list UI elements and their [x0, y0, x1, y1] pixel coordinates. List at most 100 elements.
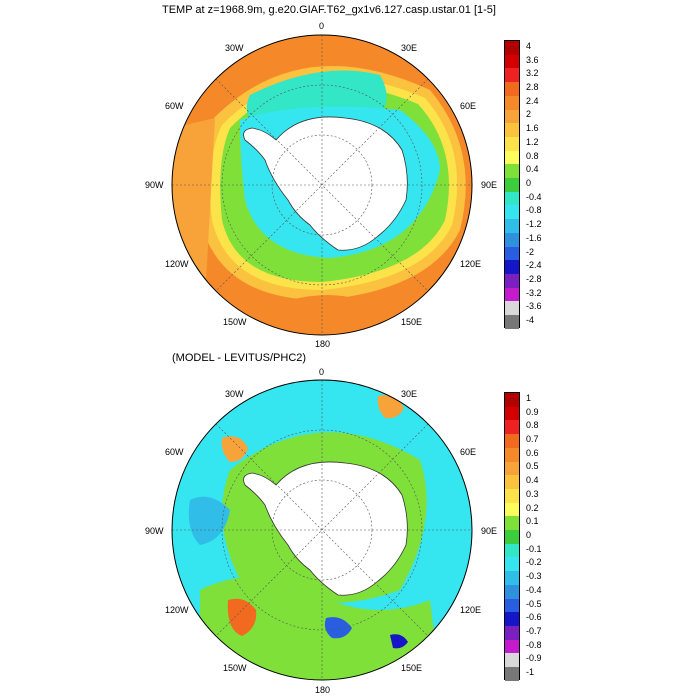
top-colorbar-tick-label: -2.8: [526, 274, 542, 284]
bottom-map-border: [171, 379, 473, 681]
bottom-antarctica-landmass: [243, 461, 408, 596]
top-lon-label-90w: 90W: [145, 180, 164, 190]
bottom-colorbar-swatch: [505, 639, 519, 654]
top-colorbar-tick-label: 0.4: [526, 164, 539, 175]
top-antarctica-landmass: [243, 116, 408, 251]
bottom-colorbar-tick-label: -0.9: [526, 653, 542, 664]
bottom-lon-label-120e: 120E: [460, 605, 482, 615]
bottom-colorbar-swatch: [505, 543, 519, 558]
bottom-lon-label-150w: 150W: [223, 663, 247, 673]
bottom-colorbar-tick-label: 1: [526, 392, 532, 403]
bottom-lon-label-90w: 90W: [145, 526, 164, 536]
bottom-lon-label-30w: 30W: [225, 389, 244, 399]
bottom-colorbar-tick-label: 0.7: [526, 434, 539, 444]
bottom-colorbar-swatch: [505, 612, 519, 626]
bottom-field-warm-anomaly-30e: [377, 395, 404, 419]
bottom-colorbar-tick-label: -0.1: [526, 543, 542, 554]
top-lon-label-30w: 30W: [225, 43, 244, 53]
top-colorbar-swatch: [505, 315, 519, 329]
bottom-lon-label-0: 0: [319, 367, 325, 377]
top-colorbar-swatch: [505, 219, 519, 233]
bottom-colorbar-tick-label: 0.5: [526, 461, 539, 472]
top-colorbar-tick-label: 0.8: [526, 150, 539, 161]
bottom-colorbar-tick-label: 0.8: [526, 420, 539, 431]
bottom-colorbar-swatch: [505, 475, 519, 489]
top-colorbar-swatch: [505, 273, 519, 288]
bottom-lon-label-30e: 30E: [401, 389, 418, 399]
bottom-colorbar-swatch: [505, 488, 519, 503]
bottom-colorbar-tick-label: 0.6: [526, 447, 539, 458]
bottom-lon-label-150e: 150E: [401, 663, 423, 673]
top-colorbar-swatch: [505, 41, 519, 55]
bottom-map-title: (MODEL - LEVITUS/PHC2): [172, 352, 307, 364]
bottom-colorbar-tick-label: -0.2: [526, 557, 542, 568]
top-colorbar-tick-label: 0: [526, 178, 532, 188]
bottom-colorbar-swatch: [505, 406, 519, 421]
top-colorbar-tick-label: 3.2: [526, 68, 539, 79]
top-colorbar-swatch: [505, 150, 519, 165]
bottom-colorbar-tick-label: -0.3: [526, 571, 542, 582]
top-colorbar-swatch: [505, 82, 519, 96]
top-lon-label-60e: 60E: [460, 101, 477, 111]
top-colorbar-tick-label: -0.4: [526, 191, 542, 202]
bottom-colorbar-tick-label: -0.5: [526, 598, 542, 609]
bottom-field-warm-anomaly-120w: [227, 598, 257, 636]
bottom-colorbar-swatch: [505, 598, 519, 613]
top-polar-map: [171, 34, 473, 336]
top-colorbar-swatch: [505, 191, 519, 206]
bottom-graticule: [172, 380, 472, 680]
top-colorbar: [504, 40, 520, 329]
bottom-field-south-green: [200, 577, 440, 680]
top-colorbar-tick-label: -1.2: [526, 219, 542, 230]
bottom-colorbar-swatch: [505, 420, 519, 435]
top-lon-label-60w: 60W: [165, 101, 184, 111]
bottom-colorbar-swatch: [505, 625, 519, 640]
top-colorbar-tick-label: -4: [526, 315, 535, 326]
bottom-colorbar-tick-label: -0.4: [526, 584, 542, 595]
bottom-colorbar-tick-label: 0: [526, 530, 532, 540]
top-lon-label-120w: 120W: [165, 259, 189, 269]
top-colorbar-swatch: [505, 178, 519, 192]
top-colorbar-swatch: [505, 205, 519, 220]
top-colorbar-swatch: [505, 287, 519, 302]
bottom-colorbar-tick-label: 0.4: [526, 475, 539, 486]
bottom-colorbar-tick-label: -0.7: [526, 626, 542, 636]
bottom-lon-label-180: 180: [315, 685, 331, 695]
top-colorbar-tick-label: 2: [526, 109, 532, 120]
top-map-title: TEMP at z=1968.9m, g.e20.GIAF.T62_gx1v6.…: [162, 4, 496, 16]
top-colorbar-swatch: [505, 260, 519, 274]
bottom-colorbar-swatch: [505, 557, 519, 572]
bottom-colorbar-swatch: [505, 393, 519, 407]
bottom-colorbar-swatch: [505, 667, 519, 681]
top-colorbar-swatch: [505, 54, 519, 69]
top-lon-label-120e: 120E: [460, 259, 482, 269]
top-colorbar-swatch: [505, 109, 519, 124]
top-colorbar-tick-label: 4: [526, 40, 532, 51]
top-colorbar-tick-label: 1.6: [526, 123, 539, 134]
top-lon-label-90e: 90E: [481, 180, 498, 190]
top-colorbar-tick-label: -0.8: [526, 205, 542, 216]
top-colorbar-tick-label: -2: [526, 246, 535, 257]
top-colorbar-swatch: [505, 95, 519, 110]
top-lon-label-150w: 150W: [223, 317, 247, 327]
top-colorbar-tick-label: -3.2: [526, 287, 542, 298]
bottom-colorbar-tick-label: 0.9: [526, 406, 539, 417]
bottom-colorbar-swatch: [505, 502, 519, 517]
top-colorbar-swatch: [505, 232, 519, 247]
top-colorbar-tick-label: 1.2: [526, 136, 539, 147]
top-colorbar-swatch: [505, 301, 519, 316]
top-colorbar-swatch: [505, 136, 519, 151]
bottom-field-cold-anomaly-150e: [390, 634, 408, 649]
bottom-colorbar: [504, 392, 520, 681]
top-map-border: [171, 34, 473, 336]
top-colorbar-tick-label: 2.4: [526, 95, 539, 106]
bottom-colorbar-swatch: [505, 461, 519, 476]
bottom-lon-label-60w: 60W: [165, 447, 184, 457]
bottom-colorbar-swatch: [505, 447, 519, 462]
bottom-colorbar-tick-label: -0.8: [526, 639, 542, 650]
bottom-colorbar-tick-label: 0.3: [526, 488, 539, 499]
bottom-colorbar-swatch: [505, 530, 519, 544]
bottom-field-warm-anomaly-60w: [221, 436, 248, 462]
top-field-south-band: [290, 295, 360, 335]
